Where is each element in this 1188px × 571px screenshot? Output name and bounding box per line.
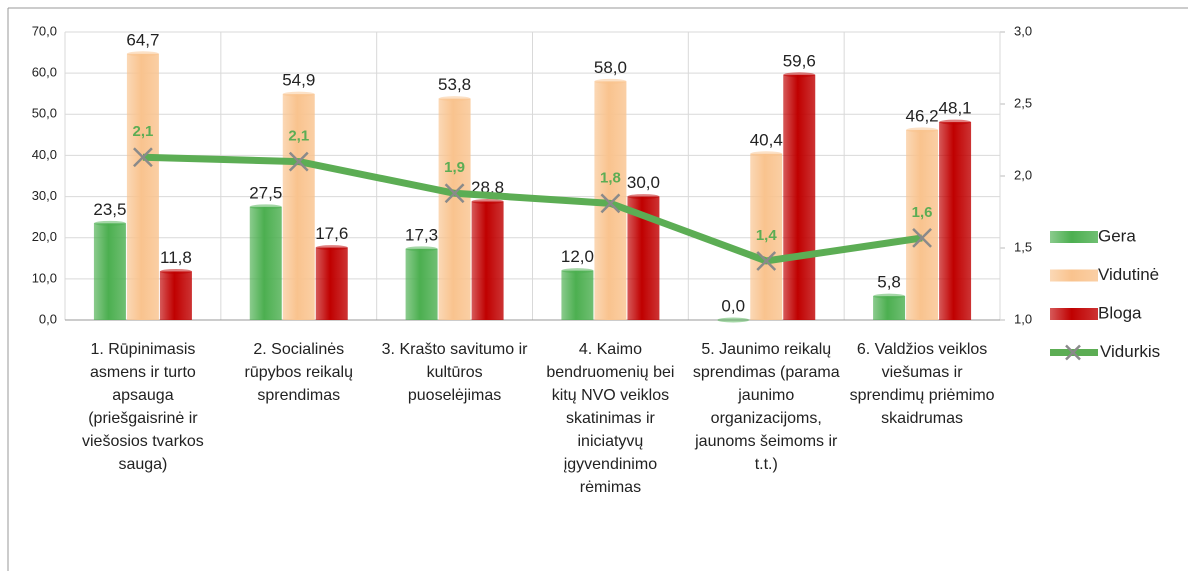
value-label: 11,8 — [160, 248, 192, 267]
bar-top — [750, 151, 783, 157]
x-tick-label: 6. Valdžios veiklos viešumas ir sprendim… — [849, 341, 995, 427]
line-value-label: 1,6 — [912, 204, 933, 221]
bar-top — [471, 199, 504, 205]
bar-top — [93, 220, 126, 226]
bar — [783, 74, 816, 320]
bar-top — [126, 51, 159, 57]
bar — [159, 271, 192, 320]
bar-top — [561, 268, 594, 274]
y-tick-label: 10,0 — [32, 270, 57, 285]
y-tick-label: 60,0 — [32, 65, 57, 80]
x-tick-label: 5. Jaunimo reikalų sprendimas (parama ja… — [692, 341, 840, 473]
line-value-label: 1,9 — [444, 159, 465, 176]
line — [142, 153, 923, 265]
y-tick-label: 70,0 — [32, 23, 57, 38]
bar — [438, 98, 471, 320]
line-marker — [756, 251, 777, 271]
legend-label: Vidutinė — [1098, 265, 1159, 284]
legend-marker — [1065, 344, 1081, 361]
bar-top — [939, 119, 972, 125]
value-label: 17,6 — [315, 224, 348, 243]
line-value-label: 1,4 — [756, 227, 778, 244]
y-tick-label: 50,0 — [32, 106, 57, 121]
bar-top — [717, 317, 750, 323]
value-label: 30,0 — [627, 173, 660, 192]
line-marker — [444, 183, 465, 204]
line-marker — [600, 193, 621, 214]
line-marker — [288, 151, 309, 172]
bar-top — [315, 245, 348, 251]
bar — [750, 153, 783, 320]
y-tick-label: 0,0 — [39, 311, 57, 326]
y-tick-label: 20,0 — [32, 229, 57, 244]
bar — [561, 270, 594, 320]
value-label: 59,6 — [783, 51, 816, 70]
bar-top — [627, 194, 660, 200]
bar — [471, 201, 504, 320]
bar-top — [594, 78, 627, 84]
value-label: 58,0 — [594, 58, 627, 77]
value-label: 0,0 — [721, 296, 745, 315]
bar — [249, 206, 282, 320]
value-label: 5,8 — [877, 273, 901, 292]
value-label: 48,1 — [939, 99, 972, 118]
value-label: 23,5 — [93, 200, 126, 219]
value-label: 27,5 — [249, 183, 282, 202]
legend-label: Gera — [1098, 226, 1136, 245]
bar — [405, 248, 438, 320]
bar — [873, 296, 906, 320]
x-tick-label: 2. Socialinės rūpybos reikalų sprendimas — [244, 341, 354, 404]
value-label: 17,3 — [405, 225, 438, 244]
value-label: 53,8 — [438, 75, 471, 94]
value-label: 12,0 — [561, 247, 594, 266]
bar — [126, 53, 159, 320]
bar — [93, 223, 126, 320]
line-value-label: 1,8 — [600, 169, 621, 186]
bar-top — [873, 293, 906, 299]
x-tick-label: 1. Rūpinimasis asmens ir turto apsauga (… — [81, 341, 204, 473]
x-tick-label: 4. Kaimo bendruomenių bei kitų NVO veikl… — [546, 341, 675, 496]
bar-top — [405, 246, 438, 252]
value-label: 64,7 — [126, 30, 159, 49]
bar-top — [249, 204, 282, 210]
bar-top — [438, 96, 471, 102]
y2-tick-label: 3,0 — [1014, 23, 1032, 38]
bar-top — [159, 268, 192, 274]
bar — [282, 94, 315, 320]
value-label: 54,9 — [282, 71, 315, 90]
bar-top — [906, 127, 939, 133]
bar-top — [783, 72, 816, 78]
value-label: 46,2 — [906, 106, 939, 125]
line-value-label: 2,1 — [288, 128, 309, 145]
legend-label: Vidurkis — [1100, 342, 1160, 361]
y2-tick-label: 2,5 — [1014, 95, 1032, 110]
legend-label: Bloga — [1098, 303, 1142, 322]
y-tick-label: 30,0 — [32, 188, 57, 203]
y2-tick-label: 1,5 — [1014, 239, 1032, 254]
y2-tick-label: 2,0 — [1014, 167, 1032, 182]
bar-top — [282, 91, 315, 97]
bar — [315, 247, 348, 320]
line-value-label: 2,1 — [132, 123, 153, 140]
x-tick-label: 3. Krašto savitumo ir kultūros puoselėji… — [381, 341, 528, 404]
line-marker — [133, 147, 153, 168]
legend-swatch — [1050, 308, 1098, 320]
y-tick-label: 40,0 — [32, 147, 57, 162]
legend-swatch — [1050, 269, 1098, 282]
bar — [906, 129, 939, 320]
value-label: 40,4 — [750, 130, 783, 149]
y2-tick-label: 1,0 — [1014, 311, 1032, 326]
bar — [939, 122, 972, 320]
line-marker — [912, 228, 932, 248]
legend-swatch — [1050, 231, 1098, 243]
